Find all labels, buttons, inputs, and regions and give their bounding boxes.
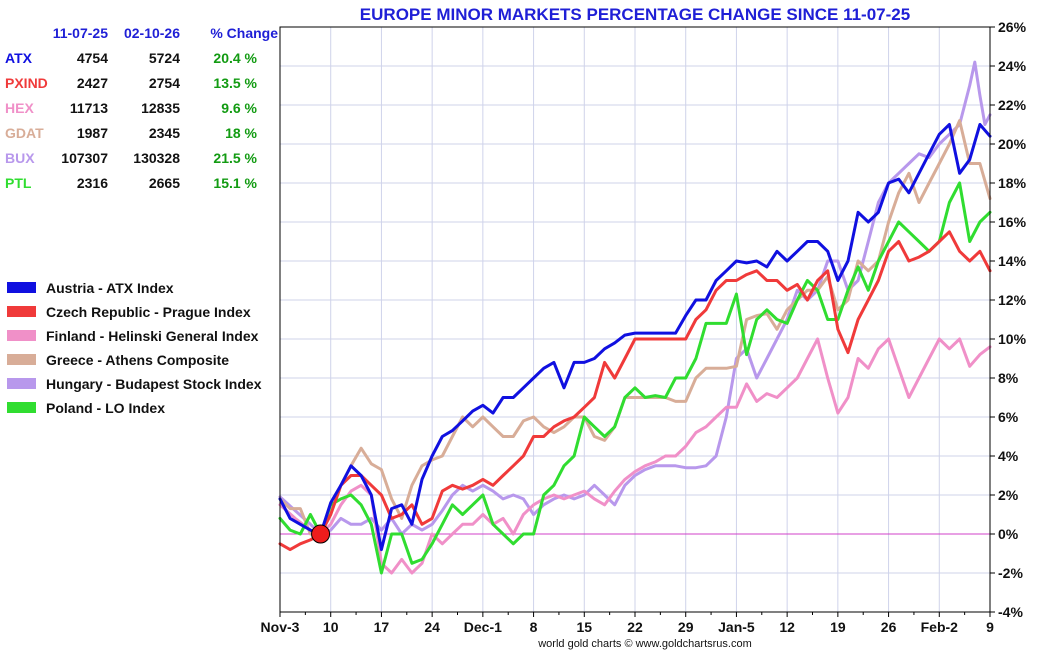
- table-end-value: 12835: [141, 100, 180, 116]
- y-tick-label: -4%: [998, 604, 1023, 620]
- x-tick-label: Dec-1: [464, 619, 502, 635]
- x-tick-label: 19: [830, 619, 846, 635]
- series-line: [278, 337, 992, 575]
- table-start-value: 11713: [70, 100, 108, 116]
- y-tick-label: 26%: [998, 19, 1027, 35]
- series-line: [278, 123, 992, 552]
- series-line: [278, 119, 992, 536]
- table-pct-change: 21.5 %: [213, 150, 257, 166]
- table-symbol: PTL: [5, 175, 32, 191]
- table-end-value: 2754: [149, 75, 180, 91]
- y-tick-label: 8%: [998, 370, 1019, 386]
- table-end-value: 130328: [133, 150, 180, 166]
- y-tick-label: 4%: [998, 448, 1019, 464]
- y-tick-label: 2%: [998, 487, 1019, 503]
- table-end-value: 2345: [149, 125, 180, 141]
- table-pct-change: 13.5 %: [213, 75, 257, 91]
- y-tick-label: 24%: [998, 58, 1027, 74]
- table-start-value: 4754: [77, 50, 108, 66]
- x-tick-label: 26: [881, 619, 897, 635]
- x-tick-label: 29: [678, 619, 694, 635]
- legend-label: Poland - LO Index: [46, 400, 165, 416]
- legend-label: Austria - ATX Index: [46, 280, 174, 296]
- legend-label: Hungary - Budapest Stock Index: [46, 376, 262, 392]
- table-symbol: PXIND: [5, 75, 48, 91]
- table-end-value: 5724: [149, 50, 180, 66]
- legend-label: Greece - Athens Composite: [46, 352, 229, 368]
- y-tick-label: 10%: [998, 331, 1027, 347]
- legend-swatch: [7, 306, 36, 317]
- chart-title: EUROPE MINOR MARKETS PERCENTAGE CHANGE S…: [360, 5, 910, 24]
- x-tick-label: 9: [986, 619, 994, 635]
- legend-swatch: [7, 378, 36, 389]
- y-tick-label: 12%: [998, 292, 1027, 308]
- y-tick-label: 6%: [998, 409, 1019, 425]
- summary-table: 11-07-25 02-10-26 % Change ATX 4754 5724 20…: [5, 25, 278, 191]
- series-line: [278, 230, 992, 552]
- table-symbol: HEX: [5, 100, 34, 116]
- chart-credit: world gold charts © www.goldchartsrus.co…: [537, 638, 752, 650]
- table-header-end: 02-10-26: [124, 25, 180, 41]
- legend-label: Finland - Helinski General Index: [46, 328, 259, 344]
- base-date-marker: [311, 524, 331, 544]
- legend-swatch: [7, 402, 36, 413]
- x-tick-label: 12: [779, 619, 795, 635]
- y-tick-label: 14%: [998, 253, 1027, 269]
- x-tick-label: 17: [374, 619, 390, 635]
- table-header-change: % Change: [210, 25, 278, 41]
- y-tick-label: 16%: [998, 214, 1027, 230]
- x-tick-label: Nov-3: [261, 619, 300, 635]
- series-line: [278, 181, 992, 575]
- x-tick-label: 24: [424, 619, 440, 635]
- x-tick-label: 8: [530, 619, 538, 635]
- table-start-value: 2316: [77, 175, 108, 191]
- y-tick-label: 22%: [998, 97, 1027, 113]
- table-start-value: 2427: [77, 75, 108, 91]
- table-pct-change: 15.1 %: [213, 175, 257, 191]
- table-pct-change: 18 %: [225, 125, 257, 141]
- legend-swatch: [7, 330, 36, 341]
- legend: Austria - ATX Index Czech Republic - Prag…: [7, 280, 262, 416]
- y-tick-label: -2%: [998, 565, 1023, 581]
- x-axis-ticks: Nov-3 10 17 24 Dec-1 8 15 22 29 Jan-5 12 19 26 Feb-2 9: [261, 612, 994, 635]
- table-symbol: ATX: [5, 50, 33, 66]
- base-marker: [311, 524, 331, 544]
- x-tick-label: 22: [627, 619, 643, 635]
- legend-label: Czech Republic - Prague Index: [46, 304, 251, 320]
- y-tick-label: 20%: [998, 136, 1027, 152]
- table-start-value: 1987: [77, 125, 108, 141]
- x-tick-label: Feb-2: [921, 619, 959, 635]
- table-pct-change: 9.6 %: [221, 100, 257, 116]
- legend-swatch: [7, 282, 36, 293]
- table-symbol: GDAT: [5, 125, 44, 141]
- x-tick-label: 15: [576, 619, 592, 635]
- series-lines: [278, 60, 992, 575]
- table-start-value: 107307: [61, 150, 108, 166]
- y-tick-label: 18%: [998, 175, 1027, 191]
- x-tick-label: 10: [323, 619, 339, 635]
- y-axis-ticks: -4% -2% 0% 2% 4% 6% 8% 10% 12% 14% 16% 18% 20% 22% 24%…: [990, 19, 1027, 620]
- y-tick-label: 0%: [998, 526, 1019, 542]
- legend-swatch: [7, 354, 36, 365]
- x-tick-label: Jan-5: [718, 619, 755, 635]
- table-pct-change: 20.4 %: [213, 50, 257, 66]
- table-end-value: 2665: [149, 175, 180, 191]
- table-header-start: 11-07-25: [53, 25, 108, 41]
- table-symbol: BUX: [5, 150, 35, 166]
